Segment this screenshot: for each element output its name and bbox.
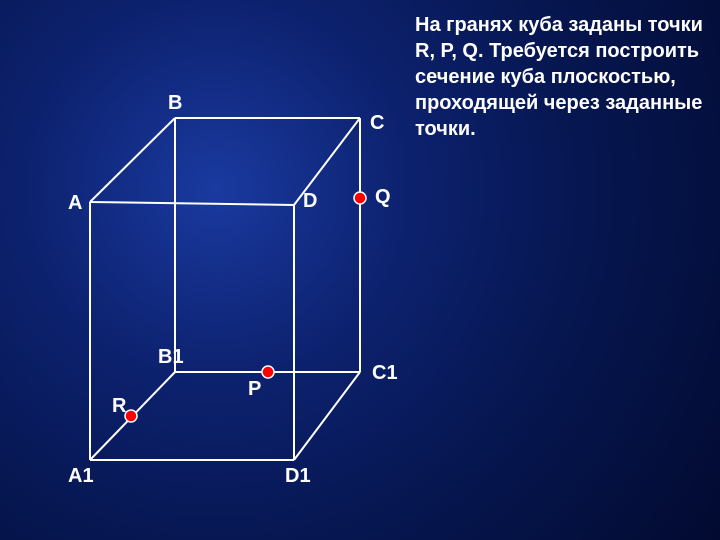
vertex-label-A1: A1 (68, 465, 94, 488)
point-label-Q: Q (375, 186, 391, 209)
task-text: На гранях куба заданы точки R, P, Q. Тре… (415, 12, 705, 142)
vertex-label-B: B (168, 92, 182, 115)
point-label-R: R (112, 395, 126, 418)
vertex-label-D1: D1 (285, 465, 311, 488)
vertex-label-C: C (370, 112, 384, 135)
vertex-label-D: D (303, 190, 317, 213)
point-label-P: P (248, 378, 261, 401)
vertex-label-B1: B1 (158, 346, 184, 369)
vertex-label-C1: C1 (372, 362, 398, 385)
vertex-label-A: A (68, 192, 82, 215)
